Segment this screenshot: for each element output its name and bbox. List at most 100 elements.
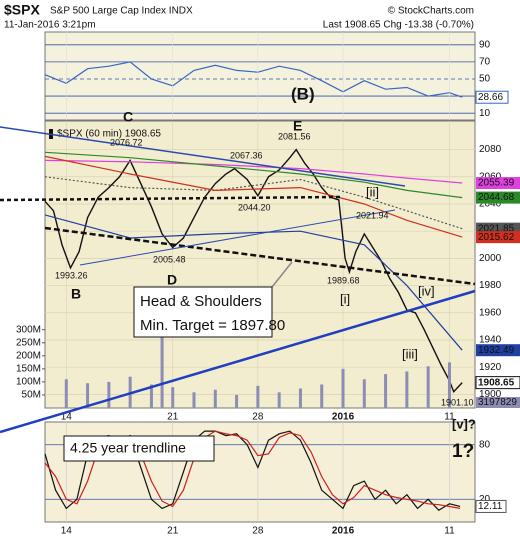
x-tick-label: 11 [444, 526, 455, 537]
annotation: 2081.56 [278, 131, 311, 141]
annotation: [iv] [418, 283, 435, 298]
credit: © StockCharts.com [388, 6, 474, 17]
series-line [44, 155, 463, 238]
x-tick-label: 2016 [332, 412, 355, 423]
y-tick-label: 1940 [479, 335, 502, 346]
annotation: 1993.26 [55, 270, 88, 280]
volume-bar [256, 385, 260, 408]
volume-bar [447, 362, 451, 408]
last-value-box [475, 499, 507, 513]
neckline [44, 226, 476, 286]
x-tick-label: 28 [252, 526, 264, 537]
y-tick-label: 10 [479, 108, 491, 119]
y2-tick-label: 300M [16, 324, 41, 335]
y-tick-label: 2000 [479, 253, 502, 264]
last-price: Last 1908.65 Chg -13.38 (-0.70%) [323, 20, 474, 31]
y-tick-label: 90 [479, 39, 491, 50]
volume-bar [341, 368, 345, 408]
series-line [44, 159, 463, 184]
y-tick-label: 1960 [479, 307, 502, 318]
volume-bar [277, 392, 281, 408]
series-line [44, 151, 463, 199]
annotation: [ii] [366, 184, 379, 199]
y2-tick-label: 150M [16, 364, 41, 375]
last-value-label: 2044.68 [478, 192, 515, 203]
y-tick-label: 70 [479, 57, 491, 68]
y2-tick-label: 100M [16, 377, 41, 388]
upper-trendline [0, 126, 406, 187]
annotation: 1989.68 [327, 275, 360, 285]
annotation: [v]? [452, 416, 476, 431]
y2-tick-label: 250M [16, 337, 41, 348]
volume-bar [384, 374, 388, 408]
annotation: 2044.20 [238, 202, 271, 212]
index-name: S&P 500 Large Cap Index INDX [50, 6, 193, 17]
annotation: Min. Target = 1897.80 [140, 317, 285, 334]
last-value-label: 1932.49 [478, 345, 515, 356]
volume-bar [298, 388, 302, 408]
rsi-panel [44, 31, 476, 121]
last-value-label: 2055.39 [478, 178, 515, 189]
symbol: $SPX [4, 2, 40, 18]
channel-line [79, 209, 396, 266]
volume-value-label: 3197829 [478, 397, 517, 408]
series-line [44, 176, 463, 230]
volume-bar [107, 381, 111, 408]
last-value-box [476, 231, 520, 244]
annotation: 2076.72 [110, 137, 143, 147]
volume-bar [213, 389, 217, 408]
y2-tick-label: 200M [16, 350, 41, 361]
annotation: 2005.48 [153, 254, 186, 264]
last-value-label: 1908.65 [478, 377, 515, 388]
volume-bar [320, 384, 324, 408]
x-tick-label: 11 [444, 412, 455, 423]
annotation: C [123, 109, 133, 125]
y-tick-label: 1900 [479, 389, 502, 400]
last-value-box [475, 90, 509, 104]
volume-bar [192, 392, 196, 408]
y-tick-label: 2040 [479, 199, 502, 210]
y2-tick-label: 50M [22, 390, 41, 401]
neckline-flat [0, 195, 341, 202]
x-tick-label: 21 [167, 412, 179, 423]
volume-value-box [476, 397, 520, 408]
last-value-label: 2015.62 [478, 232, 515, 243]
last-value-box [476, 344, 520, 357]
last-value-box [476, 177, 520, 190]
x-tick-label: 14 [61, 526, 73, 537]
y-tick-label: 20 [479, 494, 491, 505]
y-tick-label: 2060 [479, 171, 502, 182]
annotation: [i] [340, 291, 350, 306]
long-trendline [0, 289, 476, 434]
volume-bar [405, 371, 409, 408]
y-tick-label: 50 [479, 74, 491, 85]
annotation-box [133, 286, 273, 338]
price-panel [44, 120, 476, 409]
annotation: 4.25 year trendline [70, 440, 186, 456]
backgrounds [44, 31, 476, 523]
annotation: 2067.36 [230, 150, 263, 160]
volume-bar [426, 366, 430, 408]
y-tick-label: 1980 [479, 280, 502, 291]
volume-bar [86, 383, 90, 408]
annotation: (B) [291, 84, 315, 103]
last-value-label: 12.11 [478, 501, 503, 512]
x-tick-label: 21 [167, 526, 179, 537]
y-tick-label: 1920 [479, 362, 502, 373]
x-tick-label: 28 [252, 412, 264, 423]
legend-entry: $SPX (60 min) 1908.65 [57, 129, 161, 140]
y-tick-label: 2080 [479, 144, 502, 155]
annotation: 1? [452, 441, 474, 462]
overlay-layer: (B) C E D B 2076.72 2067.36 2044.20 2081.56 2005.… [0, 84, 476, 462]
volume-bar [235, 394, 239, 408]
date: 11-Jan-2016 3:21pm [4, 20, 96, 31]
annotation: 2021.94 [356, 210, 389, 220]
annotation: 1901.10 [441, 397, 474, 407]
annotation: E [293, 118, 302, 134]
last-value-label: 2021.85 [478, 223, 515, 234]
annotation: B [71, 286, 81, 302]
annotation-box [63, 435, 215, 462]
volume-bar [149, 384, 153, 408]
volume-bar [160, 327, 164, 408]
